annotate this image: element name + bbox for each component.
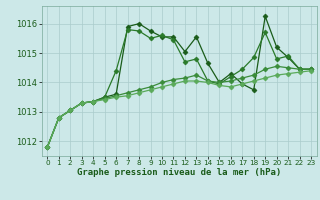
X-axis label: Graphe pression niveau de la mer (hPa): Graphe pression niveau de la mer (hPa)	[77, 168, 281, 177]
